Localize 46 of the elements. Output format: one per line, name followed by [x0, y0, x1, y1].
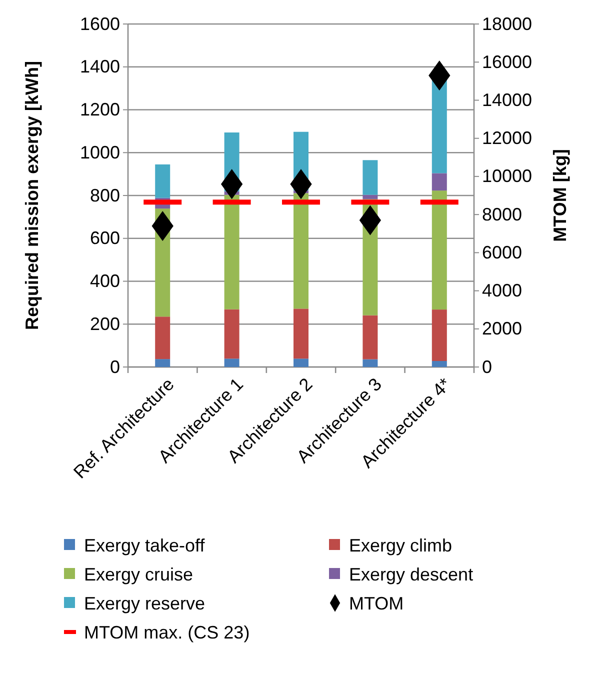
- y2-tick-label: 14000: [482, 90, 532, 110]
- bar: [432, 173, 447, 191]
- bar: [362, 359, 378, 367]
- y-tick-label: 0: [110, 356, 120, 377]
- y-axis-title: Required mission exergy [kWh]: [22, 60, 42, 330]
- bar: [155, 359, 170, 367]
- y-tick-label: 800: [90, 185, 120, 206]
- y2-tick-label: 12000: [482, 128, 532, 148]
- y-tick-label: 1200: [80, 100, 120, 120]
- y2-tick-label: 16000: [482, 52, 532, 72]
- bar: [224, 358, 240, 367]
- y-tick-label: 1600: [80, 14, 120, 34]
- bar: [294, 308, 308, 359]
- y-tick-label: 1400: [80, 56, 120, 77]
- y2-axis-title: MTOM [kg]: [550, 149, 570, 242]
- legend-label: Exergy climb: [349, 535, 452, 556]
- point: [220, 169, 243, 200]
- y-tick-label: 400: [90, 271, 120, 292]
- legend-label: Exergy take-off: [84, 535, 206, 556]
- point: [152, 210, 174, 241]
- bar: [432, 360, 447, 367]
- y-tick-label: 1000: [80, 142, 120, 162]
- y-tick-label: 600: [90, 228, 120, 248]
- y2-tick-label: 6000: [482, 242, 522, 262]
- y2-tick-label: 0: [482, 356, 492, 377]
- bar: [294, 358, 308, 367]
- legend-label: Exergy descent: [349, 564, 474, 584]
- y-tick-label: 200: [90, 314, 120, 334]
- legend-label: MTOM: [349, 593, 404, 614]
- y2-tick-label: 18000: [482, 14, 532, 34]
- bar: [362, 315, 378, 360]
- bar: [362, 160, 378, 195]
- legend-label: Exergy cruise: [84, 564, 194, 584]
- bar: [224, 309, 240, 359]
- legend-label: Exergy reserve: [84, 593, 206, 614]
- bar: [155, 316, 170, 360]
- y2-tick-label: 4000: [482, 280, 522, 301]
- bar: [432, 310, 447, 361]
- y2-tick-label: 2000: [482, 318, 522, 339]
- y2-tick-label: 8000: [482, 204, 522, 224]
- y2-tick-label: 10000: [482, 166, 532, 186]
- point: [428, 60, 450, 90]
- legend-label: MTOM max. (CS 23): [84, 622, 250, 642]
- point: [359, 205, 382, 236]
- bar: [155, 164, 170, 198]
- point: [290, 169, 312, 200]
